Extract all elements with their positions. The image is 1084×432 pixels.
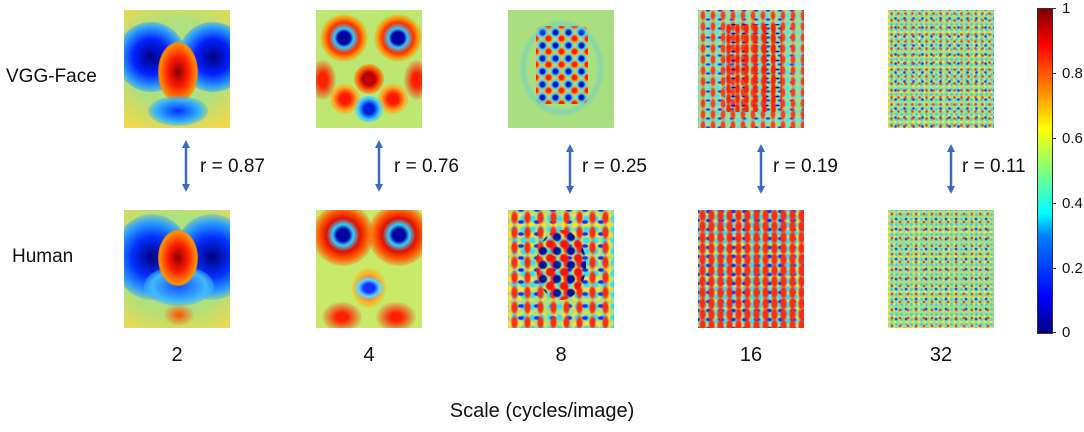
vgg-face-map-scale-32: [888, 10, 994, 128]
correlation-label-scale-32: r = 0.11: [962, 156, 1026, 177]
colorbar-tick-0.8: 0.8: [1062, 65, 1083, 82]
vgg-face-map-scale-2: [124, 10, 230, 128]
correlation-label-scale-16: r = 0.19: [773, 156, 838, 177]
correlation-label-scale-8: r = 0.25: [582, 156, 647, 177]
scale-label-16: 16: [739, 344, 763, 366]
colorbar-tick-0.2: 0.2: [1062, 260, 1083, 277]
colorbar-tick-mark: [1052, 203, 1056, 204]
row-label-human: Human: [12, 246, 74, 267]
scale-label-8: 8: [555, 344, 567, 366]
vgg-face-map-scale-16: [698, 10, 804, 128]
colorbar-tick-0.4: 0.4: [1062, 195, 1083, 212]
human-map-scale-8: [508, 210, 614, 328]
colorbar-tick-1: 1: [1062, 0, 1071, 17]
correlation-label-scale-2: r = 0.87: [200, 156, 265, 177]
human-map-scale-2: [124, 210, 230, 328]
colorbar-tick-mark: [1052, 8, 1056, 9]
correlation-label-scale-4: r = 0.76: [394, 156, 459, 177]
colorbar-tick-mark: [1052, 268, 1056, 269]
scale-label-4: 4: [363, 344, 375, 366]
scale-label-32: 32: [929, 344, 953, 366]
human-map-scale-16: [698, 210, 804, 328]
colorbar-tick-0: 0: [1062, 324, 1071, 341]
colorbar-tick-mark: [1052, 73, 1056, 74]
colorbar-tick-mark: [1052, 138, 1056, 139]
colorbar-tick-mark: [1052, 332, 1056, 333]
colorbar: [1037, 8, 1053, 334]
colorbar-tick-0.6: 0.6: [1062, 130, 1083, 147]
scale-label-2: 2: [171, 344, 183, 366]
vgg-face-map-scale-4: [316, 10, 422, 128]
vgg-face-map-scale-8: [508, 10, 614, 128]
human-map-scale-4: [316, 210, 422, 328]
human-map-scale-32: [888, 210, 994, 328]
row-label-vgg-face: VGG-Face: [6, 66, 97, 87]
x-axis-title: Scale (cycles/image): [449, 400, 635, 422]
